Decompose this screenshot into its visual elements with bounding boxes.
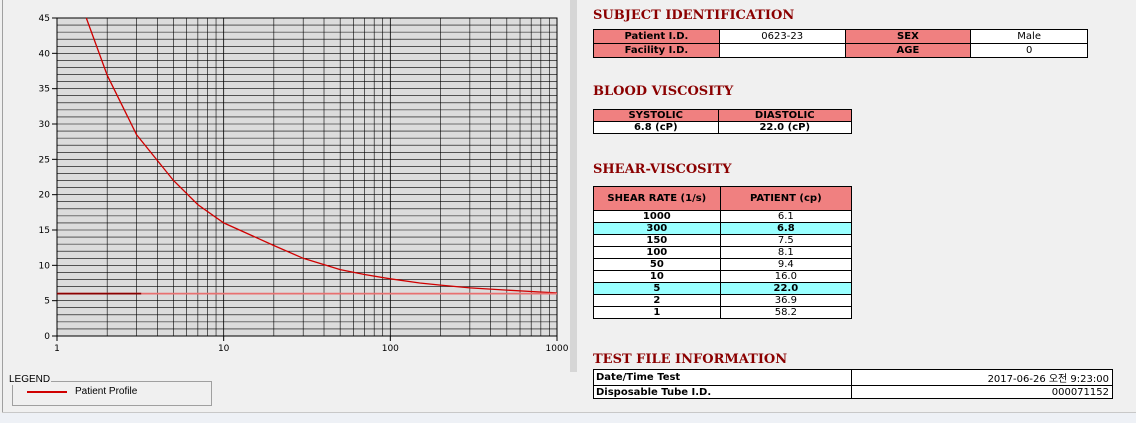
patient-viscosity-cell: 8.1 bbox=[719, 246, 853, 259]
patient-viscosity-cell: 7.5 bbox=[719, 234, 853, 247]
x-tick-label: 1 bbox=[54, 344, 60, 354]
viscosity-chart: 0 5 10 15 20 25 30 35 40 45 1 10 100 1000 bbox=[39, 0, 577, 372]
shear-viscosity-row: 2 36.9 bbox=[593, 294, 853, 307]
shear-rate-column-header: SHEAR RATE (1/s) bbox=[593, 186, 721, 211]
blood-viscosity-header-row: SYSTOLIC DIASTOLIC bbox=[593, 109, 852, 122]
systolic-label: SYSTOLIC bbox=[593, 109, 719, 122]
patient-id-label: Patient I.D. bbox=[593, 29, 720, 44]
frame-bottom-border bbox=[2, 412, 1136, 413]
shear-viscosity-rows: 1000 6.1 300 6.8 150 7.5 100 8.1 50 9.4 10 16.0 5 22.… bbox=[593, 210, 853, 319]
shear-viscosity-row: 10 16.0 bbox=[593, 270, 853, 283]
legend-swatch-patient-profile bbox=[27, 391, 67, 393]
patient-viscosity-cell: 9.4 bbox=[719, 258, 853, 271]
shear-viscosity-row: 1000 6.1 bbox=[593, 210, 853, 223]
systolic-value: 6.8 (cP) bbox=[593, 121, 719, 134]
shear-viscosity-row: 5 22.0 bbox=[593, 282, 853, 295]
x-tick-label: 10 bbox=[218, 344, 230, 354]
plot-area bbox=[56, 17, 558, 337]
diastolic-label: DIASTOLIC bbox=[717, 109, 852, 122]
tube-id-value: 000071152 bbox=[851, 385, 1113, 399]
blood-viscosity-table: SYSTOLIC DIASTOLIC 6.8 (cP) 22.0 (cP) bbox=[593, 109, 852, 134]
shear-viscosity-row: 50 9.4 bbox=[593, 258, 853, 271]
chart-series bbox=[57, 17, 558, 295]
y-tick-label: 10 bbox=[39, 261, 51, 271]
diastolic-value: 22.0 (cP) bbox=[717, 121, 852, 134]
shear-rate-cell: 50 bbox=[593, 258, 721, 271]
shear-viscosity-table: SHEAR RATE (1/s) PATIENT (cp) 1000 6.1 300… bbox=[593, 186, 853, 319]
test-file-information-title: TEST FILE INFORMATION bbox=[593, 352, 788, 367]
shear-rate-cell: 300 bbox=[593, 222, 721, 235]
shear-rate-cell: 2 bbox=[593, 294, 721, 307]
age-label: AGE bbox=[844, 43, 972, 58]
blood-viscosity-value-row: 6.8 (cP) 22.0 (cP) bbox=[593, 121, 852, 134]
test-file-table: Date/Time Test 2017-06-26 오전 9:23:00 Dis… bbox=[592, 369, 1113, 399]
patient-id-value: 0623-23 bbox=[718, 29, 846, 44]
sex-label: SEX bbox=[844, 29, 972, 44]
shear-rate-cell: 1 bbox=[593, 306, 721, 319]
frame-left-border bbox=[2, 0, 3, 413]
subject-table: Patient I.D. 0623-23 SEX Male Facility I… bbox=[593, 29, 1088, 58]
age-value: 0 bbox=[970, 43, 1088, 58]
plot-splitter[interactable] bbox=[570, 0, 577, 372]
x-tick-label: 100 bbox=[382, 344, 399, 354]
sex-value: Male bbox=[970, 29, 1088, 44]
shear-viscosity-title: SHEAR-VISCOSITY bbox=[593, 162, 732, 177]
shear-viscosity-row: 150 7.5 bbox=[593, 234, 853, 247]
patient-viscosity-cell: 6.8 bbox=[719, 222, 853, 235]
patient-viscosity-cell: 16.0 bbox=[719, 270, 853, 283]
legend-title: LEGEND bbox=[8, 374, 52, 385]
patient-viscosity-cell: 58.2 bbox=[719, 306, 853, 319]
shear-viscosity-header-row: SHEAR RATE (1/s) PATIENT (cp) bbox=[593, 186, 853, 211]
shear-rate-cell: 100 bbox=[593, 246, 721, 259]
shear-rate-cell: 5 bbox=[593, 282, 721, 295]
y-tick-label: 35 bbox=[39, 85, 50, 95]
shear-viscosity-row: 300 6.8 bbox=[593, 222, 853, 235]
shear-viscosity-row: 1 58.2 bbox=[593, 306, 853, 319]
y-tick-label: 5 bbox=[44, 297, 50, 307]
legend-label-patient-profile: Patient Profile bbox=[75, 386, 138, 397]
patient-column-header: PATIENT (cp) bbox=[719, 186, 853, 211]
subject-row-2: Facility I.D. AGE 0 bbox=[593, 43, 1088, 58]
x-tick-label: 1000 bbox=[546, 344, 569, 354]
datetime-row: Date/Time Test 2017-06-26 오전 9:23:00 bbox=[592, 369, 1113, 386]
y-tick-label: 15 bbox=[39, 226, 50, 236]
blood-viscosity-title: BLOOD VISCOSITY bbox=[593, 84, 734, 99]
bottom-strip bbox=[0, 413, 1136, 423]
y-tick-label: 40 bbox=[39, 49, 51, 59]
chart-ticks: 0 5 10 15 20 25 30 35 40 45 1 10 100 1000 bbox=[39, 14, 569, 354]
patient-viscosity-cell: 22.0 bbox=[719, 282, 853, 295]
y-tick-label: 30 bbox=[39, 120, 51, 130]
y-tick-label: 45 bbox=[39, 14, 50, 24]
datetime-label: Date/Time Test bbox=[592, 369, 853, 386]
tube-id-row: Disposable Tube I.D. 000071152 bbox=[592, 385, 1113, 399]
subject-row-1: Patient I.D. 0623-23 SEX Male bbox=[593, 29, 1088, 44]
subject-identification-title: SUBJECT IDENTIFICATION bbox=[593, 8, 795, 23]
legend-box bbox=[12, 381, 212, 406]
shear-rate-cell: 150 bbox=[593, 234, 721, 247]
tube-id-label: Disposable Tube I.D. bbox=[592, 385, 853, 399]
chart-grid bbox=[57, 18, 557, 336]
y-tick-label: 0 bbox=[44, 332, 50, 342]
patient-viscosity-cell: 6.1 bbox=[719, 210, 853, 223]
datetime-value: 2017-06-26 오전 9:23:00 bbox=[851, 369, 1113, 386]
shear-viscosity-row: 100 8.1 bbox=[593, 246, 853, 259]
facility-id-value bbox=[718, 43, 846, 58]
patient-viscosity-cell: 36.9 bbox=[719, 294, 853, 307]
y-tick-label: 20 bbox=[39, 191, 51, 201]
facility-id-label: Facility I.D. bbox=[593, 43, 720, 58]
y-tick-label: 25 bbox=[39, 155, 50, 165]
series-line bbox=[85, 17, 558, 294]
shear-rate-cell: 10 bbox=[593, 270, 721, 283]
shear-rate-cell: 1000 bbox=[593, 210, 721, 223]
